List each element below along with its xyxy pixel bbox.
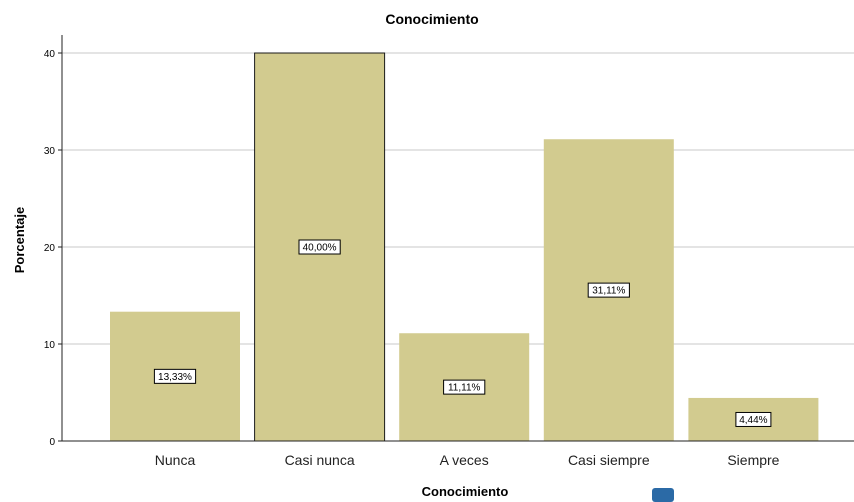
data-label-box — [298, 239, 341, 255]
y-tick-label: 10 — [44, 340, 56, 351]
data-label: 31,11% — [587, 282, 630, 298]
data-label: 11,11% — [443, 379, 486, 395]
y-axis-title: Porcentaje — [12, 207, 27, 273]
data-labels: 13,33% 40,00% 11,11% 31,11% 4,44% — [153, 239, 772, 427]
data-label-text: 4,44% — [739, 415, 767, 426]
chart-title: Conocimiento — [385, 11, 478, 27]
data-label: 4,44% — [735, 411, 772, 427]
x-tick-label: Casi nunca — [285, 452, 355, 468]
data-label: 13,33% — [153, 368, 197, 384]
x-tick-label: Siempre — [727, 452, 779, 468]
data-label: 40,00% — [298, 239, 341, 255]
data-label-box — [735, 411, 772, 427]
x-axis-title: Conocimiento — [422, 484, 509, 499]
data-label-text: 40,00% — [303, 243, 337, 254]
data-label-text: 31,11% — [592, 286, 625, 297]
x-tick-label: Casi siempre — [568, 452, 650, 468]
y-axis-ticks: 0 10 20 30 40 — [44, 49, 62, 448]
data-label-text: 13,33% — [158, 372, 192, 383]
data-label-box — [443, 379, 486, 395]
y-tick-label: 30 — [44, 146, 56, 157]
y-tick-label: 0 — [49, 437, 55, 448]
data-label-box — [153, 368, 197, 384]
data-label-text: 11,11% — [448, 383, 481, 394]
x-tick-label: Nunca — [155, 452, 196, 468]
data-label-box — [587, 282, 630, 298]
x-tick-label: A veces — [440, 452, 489, 468]
y-tick-label: 20 — [44, 243, 56, 254]
y-tick-label: 40 — [44, 49, 56, 60]
x-axis-ticks: Nunca Casi nunca A veces Casi siempre Siempr… — [155, 452, 780, 468]
help-badge[interactable] — [652, 488, 674, 502]
gridlines — [62, 52, 854, 345]
